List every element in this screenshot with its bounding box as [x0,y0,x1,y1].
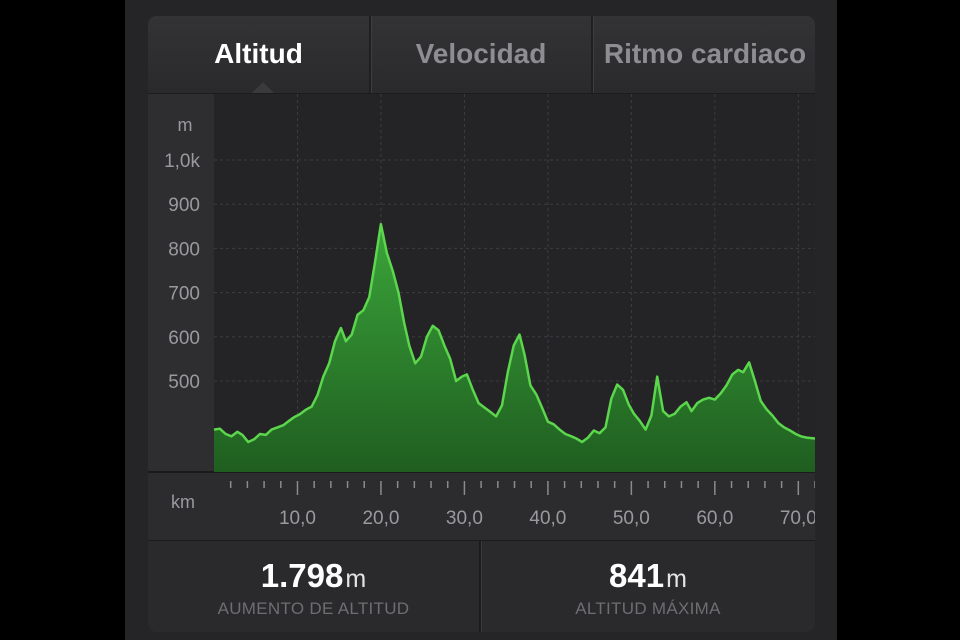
stat-max-altitude-label: ALTITUD MÁXIMA [575,599,721,618]
y-axis-strip [148,94,214,472]
stat-max-altitude: 841m ALTITUD MÁXIMA [481,541,815,632]
summary-stats: 1.798m AUMENTO DE ALTITUD 841m ALTITUD M… [148,540,815,632]
tab-heart-rate[interactable]: Ritmo cardiaco [591,16,815,93]
active-tab-indicator [252,82,274,93]
stats-divider [479,541,481,632]
workout-chart-panel: Altitud Velocidad Ritmo cardiaco 1,0k 900… [148,16,815,632]
altitude-chart-svg: 1,0k 900 800 700 600 500 10,0 20,0 30,0 40,0 50,0… [148,94,815,540]
stat-max-altitude-unit: m [666,565,687,593]
chart-grid [214,94,815,472]
y-axis-unit-label: m [178,115,193,135]
x-tick-label: 40,0 [529,508,566,529]
y-axis-ticks: 1,0k 900 800 700 600 500 [164,151,200,393]
metric-tab-bar: Altitud Velocidad Ritmo cardiaco [148,16,815,94]
chart-series-area [213,222,815,472]
altitude-line [213,222,815,444]
stat-altitude-gain-unit: m [345,565,367,593]
altitude-chart: 1,0k 900 800 700 600 500 10,0 20,0 30,0 40,0 50,0… [148,94,815,540]
stat-altitude-gain-value: 1.798 [260,557,344,594]
tab-speed[interactable]: Velocidad [369,16,591,93]
altitude-area-fill [214,224,815,472]
x-tick-label: 50,0 [613,508,650,529]
y-tick-label: 900 [168,195,200,216]
y-tick-label: 800 [168,239,200,260]
x-tick-label: 30,0 [446,508,483,529]
tab-altitude[interactable]: Altitud [214,38,303,69]
x-tick-label: 70,0 [780,508,815,529]
x-axis-unit-label: km [171,492,195,512]
x-tick-label: 10,0 [279,508,316,529]
x-tick-label: 60,0 [696,508,733,529]
y-tick-label: 700 [168,284,200,305]
stat-max-altitude-value: 841 [609,557,665,594]
y-tick-label: 1,0k [164,151,200,172]
x-tick-label: 20,0 [362,508,399,529]
x-axis-ticks: 10,0 20,0 30,0 40,0 50,0 60,0 70,0 [229,481,815,529]
stat-altitude-gain-label: AUMENTO DE ALTITUD [217,599,410,618]
y-tick-label: 600 [168,328,200,349]
stat-altitude-gain: 1.798m AUMENTO DE ALTITUD [148,541,479,632]
y-tick-label: 500 [168,372,200,393]
